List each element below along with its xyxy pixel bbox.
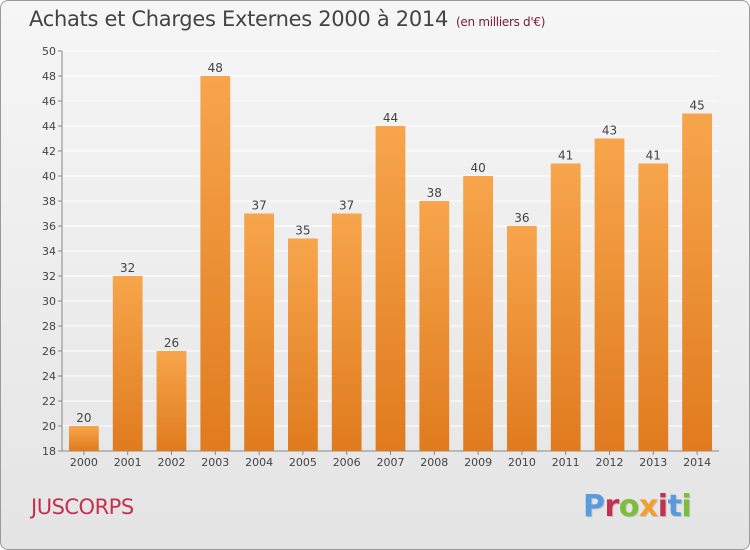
- bar-2005: [288, 238, 318, 451]
- bar-2013: [638, 163, 669, 451]
- y-tick-label: 32: [42, 270, 56, 283]
- commune-name: JUSCORPS: [31, 495, 134, 519]
- data-label-2014: 45: [689, 99, 704, 113]
- bar-2012: [594, 138, 625, 451]
- x-tick-label-2012: 2012: [596, 456, 624, 469]
- x-tick-label-2011: 2011: [552, 456, 580, 469]
- x-tick-label-2013: 2013: [639, 456, 667, 469]
- y-tick-label: 36: [42, 220, 56, 233]
- bar-2010: [507, 226, 537, 451]
- data-label-2011: 41: [558, 149, 573, 163]
- y-tick-label: 50: [42, 45, 56, 58]
- bar-2008: [419, 201, 450, 451]
- data-label-2012: 43: [602, 124, 617, 138]
- y-tick-label: 42: [42, 145, 56, 158]
- bar-2014: [682, 113, 712, 451]
- y-tick-labels: 18 20 22 24 26 28 30 32 34 36 38 40 42 44 46 48 50: [42, 45, 56, 458]
- bars: [69, 76, 712, 451]
- x-tick-label-2007: 2007: [377, 456, 405, 469]
- proxiti-logo: Proxiti: [583, 489, 692, 524]
- y-tick-label: 34: [42, 245, 56, 258]
- data-label-2008: 38: [427, 186, 442, 200]
- bar-2011: [550, 163, 581, 451]
- y-tick-label: 24: [42, 370, 56, 383]
- logo-letter: r: [604, 489, 620, 524]
- data-label-2002: 26: [164, 336, 179, 350]
- x-tick-label-2002: 2002: [158, 456, 186, 469]
- x-tick-labels: 2000 2001 2002 2003 2004 2005 2006 2007 2008 2009…: [70, 451, 711, 469]
- x-tick-label-2004: 2004: [245, 456, 273, 469]
- y-tick-label: 48: [42, 70, 56, 83]
- x-tick-label-2000: 2000: [70, 456, 98, 469]
- y-tick-label: 44: [42, 120, 56, 133]
- data-label-2001: 32: [120, 261, 135, 275]
- x-tick-label-2001: 2001: [114, 456, 142, 469]
- bar-2002: [156, 351, 187, 451]
- y-tick-label: 38: [42, 195, 56, 208]
- logo-letter: x: [638, 489, 658, 524]
- data-label-2006: 37: [339, 199, 354, 213]
- y-tick-label: 18: [42, 445, 56, 458]
- logo-letter: t: [667, 489, 682, 524]
- logo-letter: i: [657, 489, 668, 524]
- x-tick-label-2009: 2009: [464, 456, 492, 469]
- x-tick-label-2003: 2003: [201, 456, 229, 469]
- logo-letter: i: [681, 489, 692, 524]
- x-tick-label-2006: 2006: [333, 456, 361, 469]
- data-label-2003: 48: [208, 61, 223, 75]
- data-label-2000: 20: [76, 411, 91, 425]
- y-tick-label: 30: [42, 295, 56, 308]
- y-tick-label: 46: [42, 95, 56, 108]
- bar-2007: [375, 126, 406, 451]
- bar-2003: [200, 76, 231, 451]
- data-label-2007: 44: [383, 111, 398, 125]
- data-label-2004: 37: [251, 199, 266, 213]
- x-tick-label-2010: 2010: [508, 456, 536, 469]
- data-labels: 20 32 26 48 37 35 37 44 38 40 36 41 43 41 45: [76, 61, 704, 425]
- logo-letter: o: [618, 489, 640, 524]
- data-label-2005: 35: [295, 224, 310, 238]
- chart-title-text: Achats et Charges Externes 2000 à 2014: [29, 7, 449, 31]
- y-tick-label: 22: [42, 395, 56, 408]
- y-tick-label: 28: [42, 320, 56, 333]
- y-tick-label: 26: [42, 345, 56, 358]
- bar-2000: [69, 426, 99, 451]
- data-label-2009: 40: [470, 161, 485, 175]
- x-tick-label-2005: 2005: [289, 456, 317, 469]
- data-label-2013: 41: [646, 149, 661, 163]
- chart-subtitle: (en milliers d'€): [456, 15, 546, 29]
- data-label-2010: 36: [514, 211, 529, 225]
- y-tick-label: 40: [42, 170, 56, 183]
- x-tick-label-2014: 2014: [683, 456, 711, 469]
- bar-2004: [244, 213, 274, 451]
- bar-2006: [331, 213, 362, 451]
- bar-2009: [463, 176, 493, 451]
- bar-2001: [112, 276, 143, 451]
- logo-letter: P: [583, 489, 605, 524]
- y-tick-label: 20: [42, 420, 56, 433]
- x-tick-label-2008: 2008: [420, 456, 448, 469]
- chart-title: Achats et Charges Externes 2000 à 2014 (e…: [29, 7, 545, 31]
